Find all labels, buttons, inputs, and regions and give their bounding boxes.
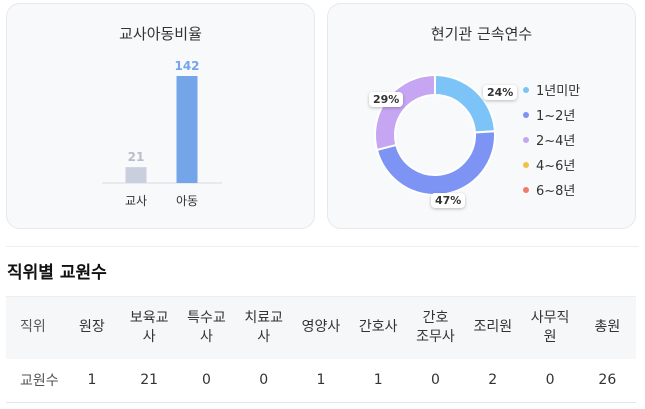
table-header-row: 직위 원장 보육교 사 특수교 사 치료교 사 영양사 간호사 간호 조무사 조리원 사무직 원 총원 [6, 296, 636, 359]
legend-item: 2~4년 [523, 127, 580, 152]
donut-slice [375, 130, 496, 196]
legend-dot-icon [523, 86, 529, 93]
table-header-cell: 영양사 [292, 296, 350, 359]
staff-by-position-table: 직위 원장 보육교 사 특수교 사 치료교 사 영양사 간호사 간호 조무사 조리원 사무직 원 총원 교원수… [6, 296, 636, 403]
legend-dot-icon [523, 111, 529, 118]
table-header-cell: 보육교 사 [120, 296, 178, 359]
bar-category-label: 교사 [125, 194, 147, 208]
bar-value-label: 142 [174, 59, 199, 73]
legend-label: 1~2년 [536, 109, 576, 124]
bar-child [176, 76, 198, 183]
table-header-cell: 특수교 사 [177, 296, 236, 359]
table-header-cell: 사무직 원 [521, 296, 579, 359]
ratio-card-title: 교사아동비율 [119, 25, 202, 43]
table-cell: 1 [292, 358, 350, 403]
donut-slice [374, 73, 436, 152]
legend-label: 4~6년 [536, 159, 576, 174]
tenure-card: 현기관 근속연수 24% 47% 29% 1년미만 1~2년 2~4년 4~6년 6~8년 [327, 3, 636, 229]
legend-label: 1년미만 [536, 84, 581, 99]
teacher-child-ratio-card: 교사아동비율 21 교사 142 아동 [6, 3, 315, 229]
donut-slice [434, 73, 496, 134]
legend-item: 1년미만 [523, 77, 580, 102]
table-cell: 2 [464, 358, 522, 403]
legend-label: 2~4년 [536, 134, 576, 149]
table-header-cell: 직위 [6, 296, 64, 359]
donut-percent-label: 24% [483, 85, 518, 100]
legend-item: 6~8년 [523, 177, 580, 202]
bar-teacher [125, 167, 147, 183]
table-cell: 1 [63, 358, 121, 403]
legend-label: 6~8년 [536, 184, 576, 199]
bar-value-label: 21 [128, 150, 145, 164]
donut-percent-label: 29% [369, 92, 404, 107]
table-cell: 0 [406, 358, 465, 403]
table-header-cell: 조리원 [464, 296, 522, 359]
section-divider [6, 246, 639, 247]
donut-percent-label: 47% [431, 193, 466, 208]
table-cell: 21 [120, 358, 178, 403]
bar-category-label: 아동 [176, 194, 198, 208]
table-cell: 0 [235, 358, 293, 403]
table-cell: 26 [578, 358, 636, 403]
table-cell: 1 [349, 358, 407, 403]
tenure-card-title: 현기관 근속연수 [430, 25, 533, 43]
table-header-cell: 치료교 사 [235, 296, 293, 359]
table-row-label: 교원수 [6, 358, 64, 403]
table-header-cell: 간호사 [349, 296, 407, 359]
tenure-donut-chart [374, 73, 496, 196]
table-row: 교원수 1 21 0 0 1 1 0 2 0 26 [6, 358, 636, 403]
legend-item: 1~2년 [523, 102, 580, 127]
table-header-cell: 간호 조무사 [406, 296, 465, 359]
tenure-legend: 1년미만 1~2년 2~4년 4~6년 6~8년 [523, 77, 580, 202]
table-header-cell: 총원 [578, 296, 636, 359]
table-cell: 0 [521, 358, 579, 403]
ratio-bar-chart: 21 교사 142 아동 [102, 59, 222, 208]
section-title: 직위별 교원수 [7, 263, 107, 283]
legend-dot-icon [523, 161, 529, 168]
legend-item: 4~6년 [523, 152, 580, 177]
table-header-cell: 원장 [63, 296, 121, 359]
legend-dot-icon [523, 186, 529, 193]
table-cell: 0 [177, 358, 236, 403]
legend-dot-icon [523, 136, 529, 143]
